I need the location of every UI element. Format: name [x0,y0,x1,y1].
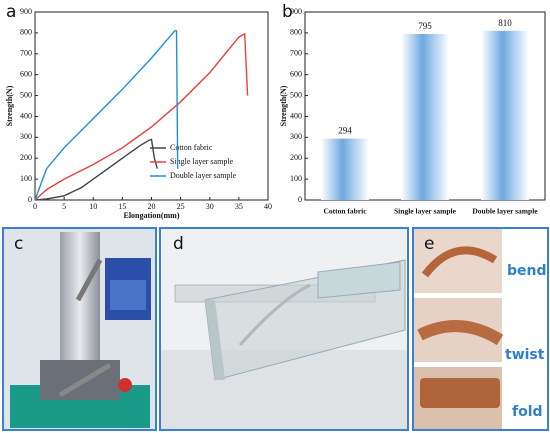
y-tick-label: 700 [290,49,302,58]
x-tick-label: 10 [89,202,97,211]
bar [481,30,529,200]
caption: twist [505,347,545,363]
legend-label: Double layer sample [170,171,237,180]
photo-d [159,227,409,431]
legend-label: Single layer sample [170,157,234,166]
x-tick-label: 20 [148,202,156,211]
y-tick-label: 700 [20,49,32,58]
x-tick-label: 0 [33,202,37,211]
value-label: 795 [418,21,432,31]
value-label: 810 [498,18,512,28]
y-tick-label: 800 [290,28,302,37]
y-tick-label: 0 [28,195,32,204]
y-axis-label: Strength(N) [5,85,14,126]
y-tick-label: 400 [290,111,302,120]
y-tick-label: 200 [20,153,32,162]
x-tick-label: 40 [264,202,272,211]
y-tick-label: 0 [298,195,302,204]
x-tick-label: Single layer sample [394,207,457,216]
series-line [34,30,179,201]
panel-label: e [424,234,434,254]
photo-c [2,227,157,431]
panel-label: b [282,2,293,22]
x-tick-label: 30 [206,202,214,211]
y-tick-label: 900 [20,7,32,16]
x-tick-label: 35 [235,202,243,211]
value-label: 294 [338,126,352,136]
x-tick-label: Double layer sample [472,207,538,216]
caption: fold [512,404,543,420]
bar [321,138,369,200]
caption: bend [507,263,547,279]
panel-label: a [6,2,16,22]
bar [401,33,449,200]
panel-label: d [173,234,184,254]
y-tick-label: 200 [290,153,302,162]
y-axis-label: Strength(N) [279,85,288,126]
y-tick-label: 500 [290,90,302,99]
y-tick-label: 400 [20,111,32,120]
y-tick-label: 100 [290,174,302,183]
x-tick-label: 15 [118,202,126,211]
x-tick-label: Cotton fabric [323,207,367,216]
x-tick-label: 25 [177,202,185,211]
y-tick-label: 600 [290,69,302,78]
x-tick-label: 5 [62,202,66,211]
legend-label: Cotton fabric [170,143,213,152]
y-tick-label: 300 [20,132,32,141]
panel-label: c [14,234,23,254]
series-line [34,138,158,201]
y-tick-label: 800 [20,28,32,37]
photo-e [412,227,549,431]
series-line [34,32,249,201]
y-tick-label: 900 [290,7,302,16]
y-tick-label: 300 [290,132,302,141]
x-axis-label: Elongation(mm) [124,211,180,220]
y-tick-label: 500 [20,90,32,99]
y-tick-label: 100 [20,174,32,183]
y-tick-label: 600 [20,69,32,78]
